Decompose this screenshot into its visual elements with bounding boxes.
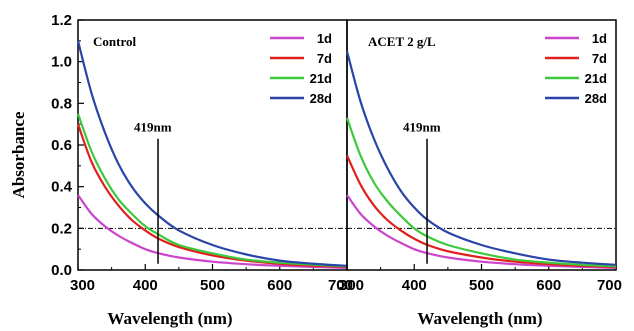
x-tick-label: 400	[133, 277, 158, 294]
marker-label: 419nm	[403, 119, 441, 134]
legend-label-28d: 28d	[310, 91, 332, 106]
legend-label-21d: 21d	[310, 71, 332, 86]
panel-2: 300 400 500 600 700 419nm ACET 2 g/L 1d 7d 21d 28d	[339, 19, 622, 294]
series-line-7d	[346, 154, 617, 269]
y-tick-label: 0.0	[51, 262, 72, 279]
legend-label-7d: 7d	[592, 51, 607, 66]
y-tick-label: 1.2	[51, 12, 72, 29]
y-axis-title: Absorbance	[9, 111, 28, 198]
x-tick-label: 300	[339, 277, 364, 294]
legend-label-28d: 28d	[585, 91, 607, 106]
x-tick-label: 300	[70, 277, 95, 294]
x-tick-label: 600	[267, 277, 292, 294]
series-line-28d	[345, 50, 617, 266]
x-tick-label: 700	[328, 277, 353, 294]
series-line-28d	[76, 40, 348, 267]
x-tick-label: 400	[402, 277, 427, 294]
x-axis-title-right: Wavelength (nm)	[417, 309, 542, 328]
y-tick-label: 1.0	[51, 54, 72, 71]
series-line-21d	[76, 113, 348, 268]
panel-label: ACET 2 g/L	[368, 34, 436, 49]
y-tick-label: 0.8	[51, 95, 72, 112]
plot-frame	[77, 19, 348, 271]
panel-label: Control	[93, 34, 136, 49]
y-tick-label: 0.4	[51, 179, 73, 196]
legend-label-1d: 1d	[592, 31, 607, 46]
y-tick-label: 0.6	[51, 137, 72, 154]
panel-1: 300 400 500 600 700 0.0 0.2 0.4 0.6 0.8 1.0 1.2 419n…	[51, 12, 353, 294]
x-tick-label: 700	[597, 277, 622, 294]
legend-label-7d: 7d	[317, 51, 332, 66]
y-tick-label: 0.2	[51, 220, 72, 237]
x-axis-title-left: Wavelength (nm)	[107, 309, 232, 328]
x-tick-label: 600	[536, 277, 561, 294]
legend-label-21d: 21d	[585, 71, 607, 86]
legend-label-1d: 1d	[317, 31, 332, 46]
x-tick-label: 500	[469, 277, 494, 294]
x-tick-label: 500	[200, 277, 225, 294]
marker-label: 419nm	[134, 119, 172, 134]
